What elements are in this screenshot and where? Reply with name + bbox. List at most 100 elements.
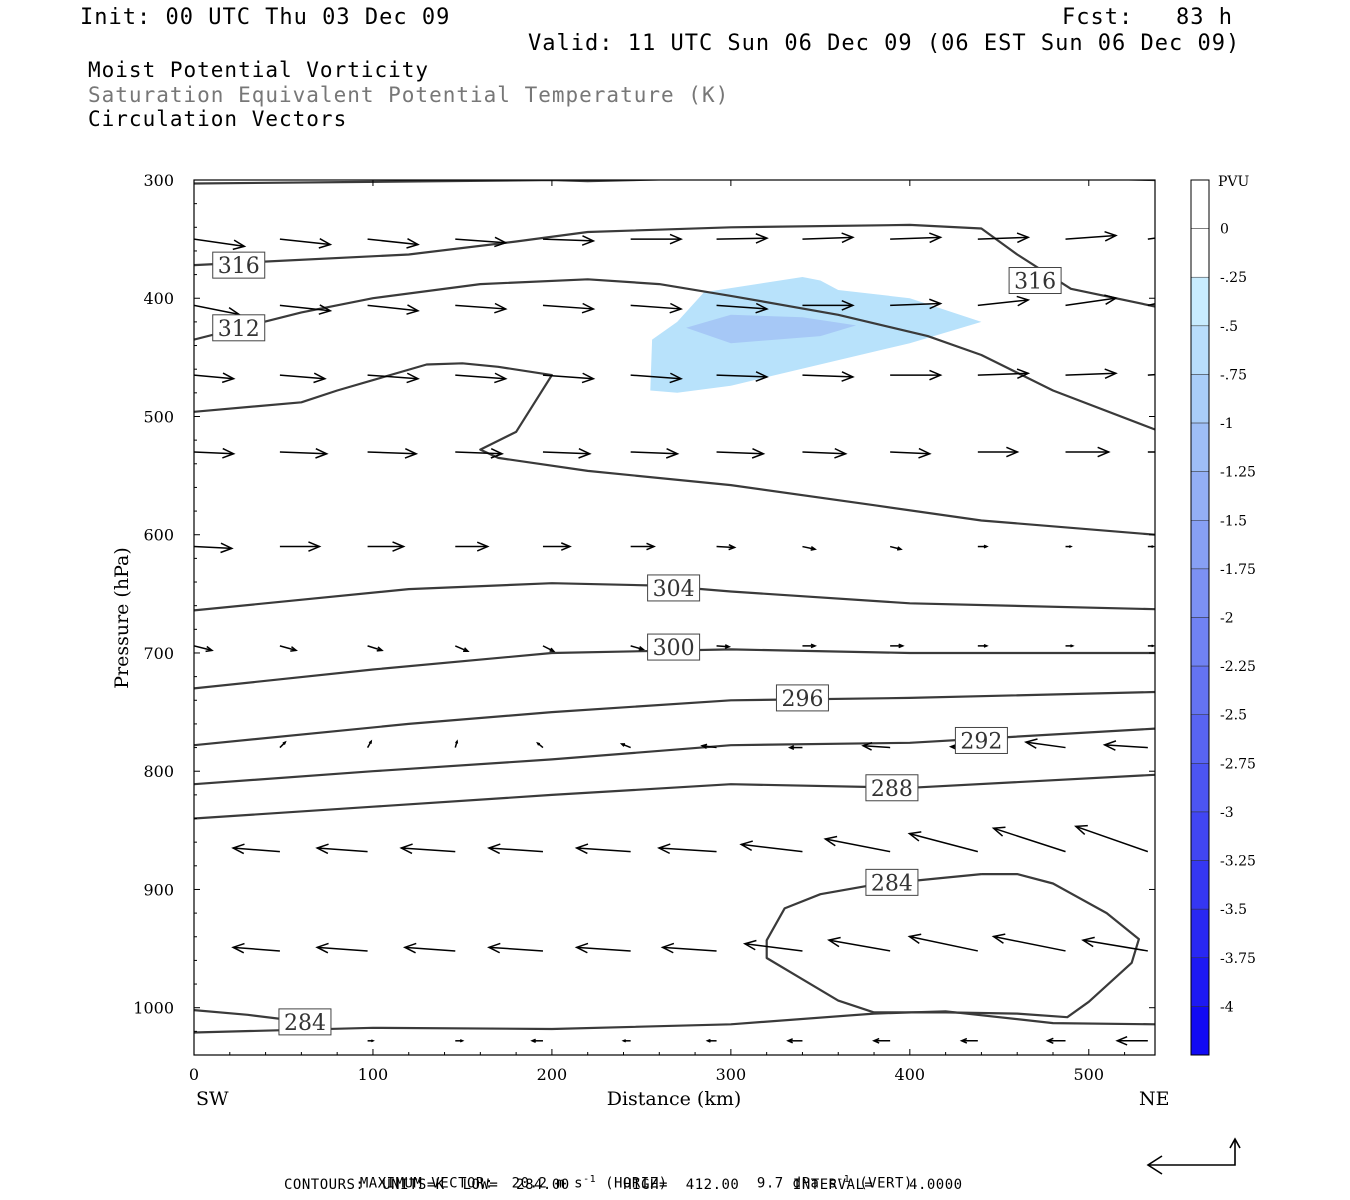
vector-head: [455, 739, 459, 744]
circulation-vector: [279, 740, 287, 749]
colorbar-label: -4: [1220, 999, 1234, 1015]
vector-shaft: [455, 238, 506, 244]
vector-shaft: [194, 645, 213, 652]
circulation-vector: [630, 233, 683, 245]
circulation-vector: [530, 1038, 543, 1043]
reference-vector: [1146, 1137, 1241, 1175]
valid-time: Valid: 11 UTC Sun 06 Dec 09 (06 EST Sun …: [528, 31, 1241, 56]
vector-head: [487, 843, 501, 855]
vector-head: [232, 239, 247, 251]
circulation-vector: [454, 739, 459, 748]
vector-shaft: [909, 832, 979, 853]
vector-shaft: [367, 238, 419, 246]
vector-shaft: [863, 745, 891, 749]
contour-label-box: [865, 774, 919, 802]
circulation-vector: [716, 233, 769, 244]
max-vector-info: MAXIMUM VECTOR: 20.2 m s-1 (HORIZ) 9.7 d…: [342, 1158, 913, 1192]
circulation-vector: [1065, 644, 1075, 648]
vector-head: [402, 942, 417, 954]
vector-head: [404, 448, 419, 459]
vector-head: [1016, 295, 1031, 307]
vector-head: [861, 741, 873, 751]
circulation-vector: [861, 741, 891, 751]
circulation-vector: [1045, 1037, 1066, 1044]
circulation-vector: [890, 369, 943, 381]
ne-label: NE: [1139, 1088, 1170, 1110]
circulation-vector: [402, 942, 456, 954]
circulation-vector: [367, 1039, 375, 1043]
vector-head: [490, 447, 505, 459]
contour-label-box: [775, 684, 829, 712]
circulation-vector: [279, 304, 333, 315]
vector-shaft: [542, 645, 555, 652]
vector-head: [1097, 446, 1111, 458]
vector-shaft: [630, 451, 678, 455]
vector-shaft: [702, 745, 717, 749]
colorbar-segment: [1190, 714, 1210, 764]
vector-head: [872, 1037, 880, 1044]
circulation-vector: [1065, 294, 1118, 307]
theta-es-contour: [194, 278, 1155, 431]
circulation-vector: [455, 302, 508, 314]
vector-head: [476, 541, 490, 552]
vector-head: [463, 647, 470, 653]
pv-colorbar: 0 -.25 -.5 -.75 -1 -1.25 -1.5 -1.75 -2 -2.25 -2.5 -…: [1190, 179, 1256, 1056]
colorbar-label: 0: [1220, 222, 1229, 238]
vector-head: [392, 541, 406, 552]
circulation-vector: [542, 372, 596, 384]
vector-head: [646, 542, 656, 551]
vector-shaft: [317, 847, 368, 853]
colorbar-label: -3: [1220, 805, 1234, 821]
vector-head: [669, 302, 683, 314]
vector-shaft: [542, 304, 594, 310]
vector-head: [1104, 230, 1118, 242]
vector-shaft: [993, 935, 1066, 952]
vector-head: [406, 304, 420, 315]
vector-head: [1151, 545, 1155, 548]
vector-shaft: [194, 545, 232, 550]
circulation-vector: [802, 643, 817, 649]
circulation-vector: [194, 238, 247, 251]
circulation-vector: [742, 939, 803, 952]
x-tick-label: 300: [716, 1065, 747, 1084]
theta-es-contour: [194, 362, 1155, 536]
vector-head: [983, 643, 989, 648]
vector-shaft: [993, 827, 1066, 853]
contour-label: 304: [653, 577, 695, 602]
vector-head: [315, 447, 329, 459]
vector-head: [581, 235, 596, 246]
x-tick-label: 200: [537, 1065, 568, 1084]
colorbar-label: -3.5: [1220, 902, 1247, 918]
circulation-vector: [1065, 446, 1111, 458]
colorbar-label: -1.25: [1220, 465, 1256, 481]
circulation-vector: [455, 236, 508, 248]
field-name-theta-es: Saturation Equivalent Potential Temperat…: [88, 83, 730, 107]
colorbar-label: -1: [1220, 416, 1234, 432]
circulation-vector: [621, 1039, 631, 1043]
colorbar-segment: [1190, 957, 1210, 1007]
y-tick-label: 900: [143, 880, 174, 899]
circulation-vector: [315, 843, 368, 855]
circulation-vector: [399, 843, 456, 855]
circulation-vector: [1065, 368, 1118, 380]
circulation-vector: [890, 643, 905, 649]
colorbar-segment: [1190, 1006, 1210, 1056]
circulation-vector: [977, 232, 1031, 244]
circulation-vector: [716, 302, 769, 314]
circulation-vector: [802, 371, 855, 382]
vector-head: [810, 546, 817, 551]
vector-head: [399, 843, 413, 855]
vector-head: [308, 541, 322, 552]
circulation-vector: [630, 372, 683, 384]
vector-head: [991, 933, 1006, 944]
circulation-vector: [630, 645, 646, 651]
vert-exp: -1: [837, 1174, 851, 1185]
vector-head: [494, 372, 508, 384]
vector-shaft: [367, 304, 419, 312]
vector-shaft: [802, 236, 853, 240]
colorbar-segment: [1190, 617, 1210, 667]
vector-head: [370, 1039, 375, 1043]
contour-label: 316: [1014, 270, 1056, 295]
vector-head: [918, 447, 932, 459]
circulation-vector: [455, 372, 508, 384]
